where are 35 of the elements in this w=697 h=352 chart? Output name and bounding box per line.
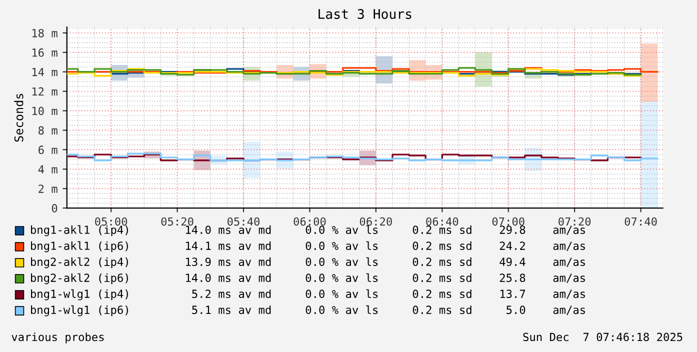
text: 14.1 ms av md 0.0 % av ls 0.2 ms sd 24.2 am/as xyxy=(186,241,585,251)
x-tick-label: 05:20 xyxy=(161,217,194,226)
chart-title: Last 3 Hours xyxy=(318,8,412,19)
y-tick-label: 18 m xyxy=(32,28,58,38)
x-tick-label: 05:00 xyxy=(95,217,128,226)
text: Sun Dec 7 07:46:18 2025 xyxy=(523,332,682,342)
text: 14.0 ms av md 0.0 % av ls 0.2 ms sd 25.8 am/as xyxy=(186,273,585,283)
text: 5.1 ms av md 0.0 % av ls 0.2 ms sd 5.0 am/as xyxy=(192,305,585,315)
text: various probes xyxy=(12,332,104,344)
legend-label: bng1-akl1 (ip4) xyxy=(31,225,128,236)
x-tick-label: 05:40 xyxy=(228,217,260,226)
x-tick-label: 07:00 xyxy=(492,217,524,226)
y-tick-label: 16 m xyxy=(32,48,58,57)
y-tick-label: 0 xyxy=(52,204,58,212)
legend-label: bng1-wlg1 (ip6) xyxy=(31,305,128,316)
x-tick-label: 06:00 xyxy=(294,217,326,226)
text: 14.0 ms av md 0.0 % av ls 0.2 ms sd 29.8 am/as xyxy=(186,225,585,235)
text: 13.9 ms av md 0.0 % av ls 0.2 ms sd 49.4 am/as xyxy=(186,257,585,267)
legend-label: bng2-akl2 (ip6) xyxy=(31,273,128,284)
x-tick-label: 06:40 xyxy=(426,217,458,226)
y-tick-label: 2 m xyxy=(38,184,58,193)
y-tick-label: 4 m xyxy=(38,165,58,174)
legend-label: bng2-akl2 (ip4) xyxy=(31,257,128,268)
y-tick-label: 14 m xyxy=(32,68,58,76)
y-tick-label: 8 m xyxy=(38,126,58,135)
y-tick-label: 10 m xyxy=(32,106,58,116)
text: 5.2 ms av md 0.0 % av ls 0.2 ms sd 13.7 am/as xyxy=(192,289,585,299)
y-axis-title: Seconds xyxy=(14,94,24,142)
y-tick-label: 12 m xyxy=(32,87,58,96)
x-tick-label: 06:20 xyxy=(360,217,392,226)
legend-label: bng1-akl1 (ip6) xyxy=(31,241,128,252)
x-tick-label: 07:20 xyxy=(558,217,591,226)
y-tick-label: 6 m xyxy=(38,146,58,154)
legend-label: bng1-wlg1 (ip4) xyxy=(31,289,128,300)
x-tick-label: 07:40 xyxy=(624,217,657,226)
